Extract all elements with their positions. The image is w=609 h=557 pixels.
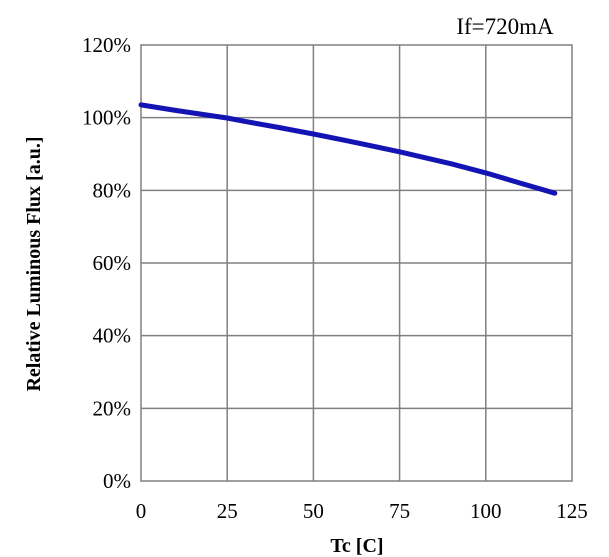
plot-frame — [140, 44, 573, 482]
x-axis-title: Tc [C] — [330, 535, 383, 557]
y-tick-label: 60% — [93, 251, 132, 275]
y-tick-labels: 0% 20% 40% 60% 80% 100% 120% — [82, 33, 131, 493]
y-tick-label: 80% — [93, 178, 132, 202]
series-line-0 — [138, 102, 558, 196]
x-tick-label: 25 — [217, 499, 238, 523]
x-tick-label: 50 — [303, 499, 324, 523]
chart-annotation: If=720mA — [456, 14, 554, 39]
y-axis-title: Relative Luminous Flux [a.u.] — [23, 136, 45, 391]
x-tick-label: 100 — [470, 499, 502, 523]
y-tick-label: 20% — [93, 396, 132, 420]
x-tick-label: 0 — [136, 499, 147, 523]
x-tick-label: 75 — [389, 499, 410, 523]
y-tick-label: 100% — [82, 106, 131, 130]
y-tick-label: 0% — [103, 469, 131, 493]
y-tick-label: 40% — [93, 324, 132, 348]
y-tick-label: 120% — [82, 33, 131, 57]
series-layer — [138, 102, 558, 196]
x-tick-label: 125 — [556, 499, 588, 523]
x-tick-labels: 0 25 50 75 100 125 — [136, 499, 588, 523]
grid — [141, 45, 572, 481]
